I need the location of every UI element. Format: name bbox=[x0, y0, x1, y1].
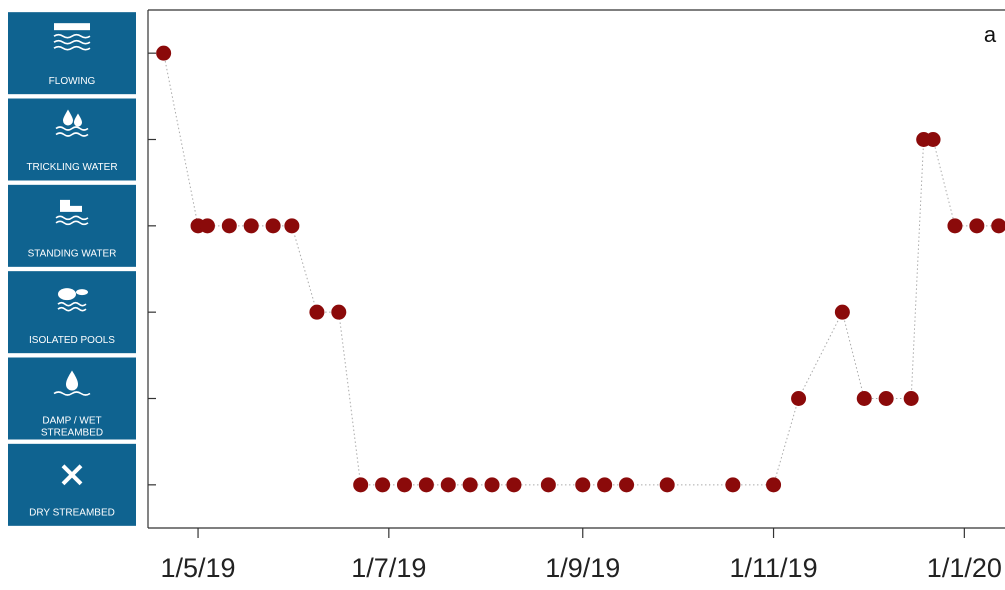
x-tick-label: 1/11/19 bbox=[730, 553, 818, 583]
icon bbox=[76, 289, 88, 296]
point bbox=[506, 477, 522, 493]
icon bbox=[60, 199, 82, 212]
x-tick-label: 1/9/19 bbox=[545, 553, 620, 583]
point bbox=[791, 391, 807, 406]
state-icon bbox=[57, 288, 88, 312]
point bbox=[221, 218, 237, 234]
y-tick-label: FLOWING bbox=[49, 76, 96, 87]
point bbox=[462, 477, 478, 493]
point bbox=[856, 391, 872, 406]
point bbox=[418, 477, 434, 493]
point bbox=[309, 304, 325, 320]
point bbox=[540, 477, 556, 493]
point bbox=[619, 477, 635, 493]
point bbox=[834, 304, 850, 320]
state-box bbox=[8, 271, 136, 354]
icon bbox=[63, 109, 82, 127]
connector-line bbox=[163, 53, 999, 486]
y-tick-label: TRICKLING WATER bbox=[26, 162, 117, 173]
x-tick-label: 1/5/19 bbox=[161, 553, 236, 583]
icon bbox=[61, 464, 83, 486]
point bbox=[903, 391, 919, 406]
point bbox=[396, 477, 412, 493]
point bbox=[199, 218, 215, 234]
icon bbox=[53, 391, 91, 396]
point bbox=[484, 477, 500, 493]
point bbox=[597, 477, 613, 493]
x-tick-label: 1/7/19 bbox=[351, 553, 426, 583]
point bbox=[969, 218, 985, 234]
point bbox=[284, 218, 300, 234]
y-tick-label: STANDING WATER bbox=[28, 248, 117, 259]
icon bbox=[55, 215, 89, 226]
point bbox=[725, 477, 741, 493]
icon bbox=[57, 301, 87, 312]
point bbox=[331, 304, 347, 320]
point bbox=[878, 391, 894, 406]
y-tick-label: DRY STREAMBED bbox=[29, 507, 115, 518]
point bbox=[947, 218, 963, 234]
point bbox=[375, 477, 391, 493]
y-tick-label: DAMP / WET STREAMBED bbox=[41, 415, 103, 438]
panel-label: a bbox=[984, 22, 997, 47]
point bbox=[156, 45, 172, 61]
point bbox=[440, 477, 456, 493]
state-icon bbox=[53, 370, 91, 396]
state-box bbox=[8, 98, 136, 181]
icon bbox=[54, 23, 90, 31]
state-box bbox=[8, 443, 136, 526]
state-icon bbox=[61, 464, 83, 486]
point bbox=[925, 132, 941, 147]
icon bbox=[66, 370, 78, 391]
icon bbox=[53, 33, 91, 51]
point bbox=[575, 477, 591, 493]
x-tick-label: 1/1/20 bbox=[927, 553, 1002, 583]
point bbox=[353, 477, 369, 493]
icon bbox=[55, 126, 89, 137]
point bbox=[659, 477, 675, 493]
point bbox=[766, 477, 782, 493]
state-icon bbox=[55, 199, 89, 226]
point bbox=[243, 218, 259, 234]
point bbox=[265, 218, 281, 234]
state-icon bbox=[53, 23, 91, 51]
state-icon bbox=[55, 109, 89, 137]
state-box bbox=[8, 184, 136, 267]
point bbox=[991, 218, 1005, 234]
icon bbox=[58, 288, 76, 301]
y-tick-label: ISOLATED POOLS bbox=[29, 335, 115, 346]
